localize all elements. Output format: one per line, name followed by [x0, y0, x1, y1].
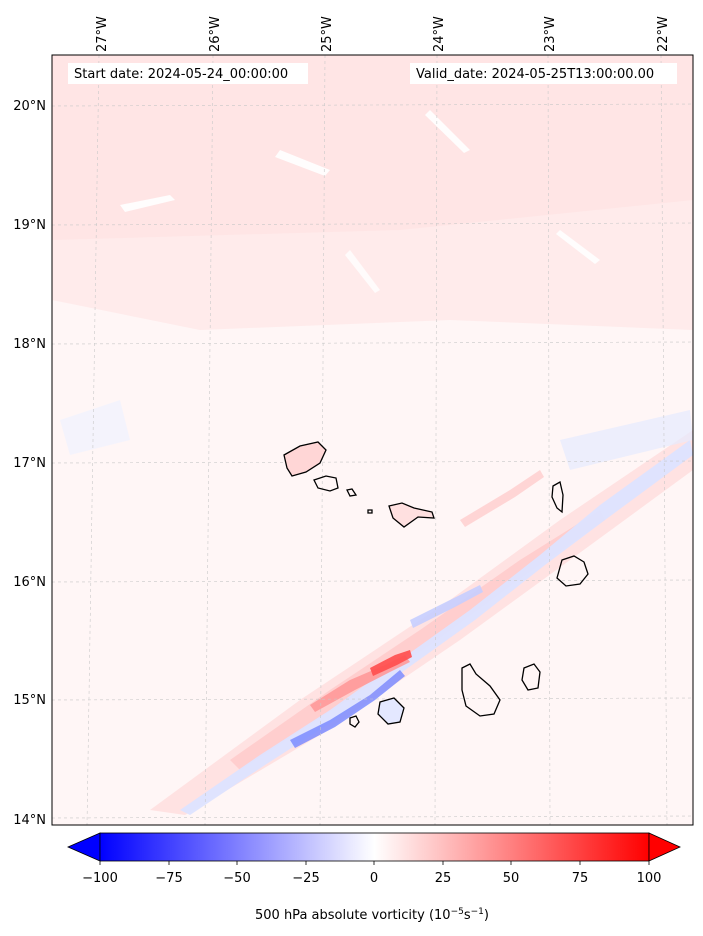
colorbar-min-extension: [67, 832, 101, 862]
vorticity-field: [52, 55, 693, 815]
colorbar-tick-label: 0: [370, 871, 378, 886]
colorbar-tick-label: 75: [572, 871, 589, 886]
valid-date-box: [410, 63, 677, 84]
positive-streak: [460, 470, 544, 527]
colorbar-title-exponent: −1: [471, 907, 484, 917]
upper-positive-core: [52, 55, 693, 240]
lat-tick-label: 14°N: [13, 813, 46, 828]
negative-patch: [60, 400, 130, 455]
white-streak: [556, 230, 600, 264]
colorbar: −100 −75 −50 −25 0 25 50 75 100 500 hPa …: [67, 832, 681, 923]
white-streak: [425, 110, 470, 153]
island-sal: [551, 481, 564, 514]
lat-tick-label: 18°N: [13, 337, 46, 352]
negative-core: [290, 670, 405, 748]
lat-tick-label: 16°N: [13, 575, 46, 590]
colorbar-max-extension: [648, 832, 681, 862]
valid-date-label: Valid_date: 2024-05-25T13:00:00.00: [416, 67, 654, 82]
lat-tick-label: 15°N: [13, 693, 46, 708]
colorbar-ticks: [99, 861, 650, 865]
lon-tick-label: 24°W: [432, 16, 447, 52]
map-panel: Start date: 2024-05-24_00:00:00 Valid_da…: [51, 54, 694, 826]
map-frame: [51, 54, 694, 826]
colorbar-title: 500 hPa absolute vorticity (10−5s−1): [255, 907, 489, 923]
negative-streak: [410, 585, 483, 628]
colorbar-tick-label: 50: [503, 871, 520, 886]
island-boa-vista: [556, 555, 589, 587]
lon-tick-label: 26°W: [208, 16, 223, 52]
coastlines: [283, 441, 589, 728]
colorbar-tick-label: −100: [82, 871, 118, 886]
island-santo-antao: [283, 441, 327, 477]
colorbar-tick-label: 100: [637, 871, 662, 886]
colorbar-tick-label: 25: [435, 871, 452, 886]
colorbar-gradient: [99, 832, 650, 862]
lat-tick-label: 17°N: [13, 456, 46, 471]
lon-tick-label: 23°W: [543, 16, 558, 52]
island-sao-nicolau: [388, 502, 435, 528]
colorbar-title-unit: s: [464, 908, 471, 923]
colorbar-title-main: 500 hPa absolute vorticity (10: [255, 908, 451, 923]
negative-band: [180, 440, 693, 815]
lat-tick-label: 19°N: [13, 218, 46, 233]
island-santiago: [461, 663, 501, 717]
island-islet: [367, 509, 373, 514]
positive-max: [370, 650, 412, 676]
lon-tick-label: 22°W: [656, 16, 671, 52]
colorbar-tick-label: −75: [155, 871, 182, 886]
colorbar-title-exponent: −5: [451, 907, 464, 917]
gridlines: [51, 54, 694, 826]
white-streak: [120, 195, 175, 212]
lat-tick-label: 20°N: [13, 99, 46, 114]
island-sao-vicente: [313, 475, 339, 492]
white-streak: [345, 250, 380, 293]
island-santa-luzia: [346, 488, 358, 497]
start-date-box: [68, 63, 308, 84]
lon-tick-label: 25°W: [320, 16, 335, 52]
island-fogo: [377, 697, 405, 725]
island-maio: [521, 663, 541, 691]
colorbar-tick-label: −25: [292, 871, 319, 886]
negative-patch: [560, 410, 693, 470]
colorbar-tick-label: −50: [223, 871, 250, 886]
latitude-tick-labels: 20°N 19°N 18°N 17°N 16°N 15°N 14°N: [13, 99, 46, 828]
start-date-label: Start date: 2024-05-24_00:00:00: [74, 67, 288, 82]
lon-tick-label: 27°W: [95, 16, 110, 52]
colorbar-title-end: ): [484, 908, 489, 923]
island-brava: [349, 715, 360, 728]
longitude-tick-labels: 27°W 26°W 25°W 24°W 23°W 22°W: [95, 16, 671, 52]
white-streak: [275, 150, 330, 176]
